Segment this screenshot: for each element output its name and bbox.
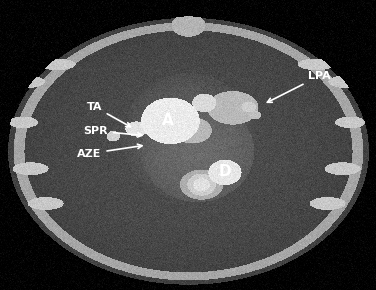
- Text: A: A: [161, 113, 173, 128]
- Text: SPR: SPR: [83, 126, 142, 137]
- Text: D: D: [218, 164, 231, 179]
- Text: TA: TA: [86, 102, 130, 127]
- Text: AZE: AZE: [77, 144, 142, 159]
- Text: LPA: LPA: [267, 71, 331, 102]
